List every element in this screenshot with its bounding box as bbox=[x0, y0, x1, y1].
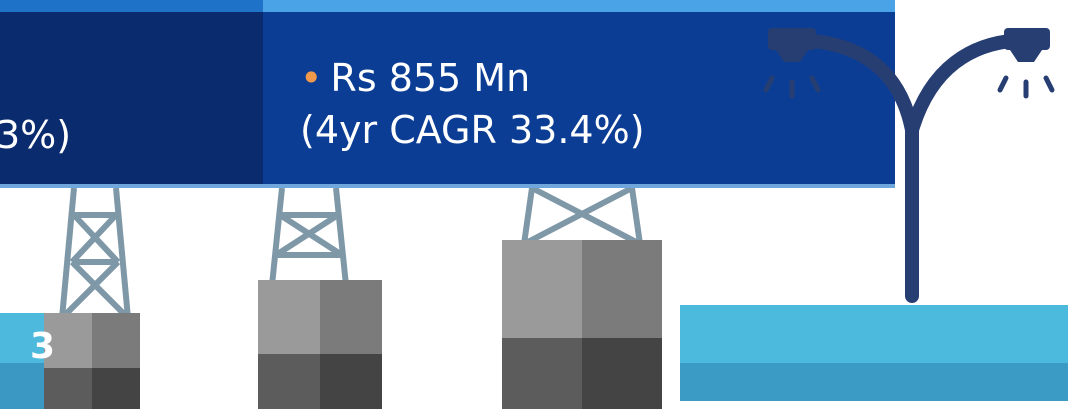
banner-bottom-edge bbox=[0, 184, 895, 188]
tower-base-block bbox=[502, 240, 662, 409]
transmission-tower-icon bbox=[59, 187, 131, 321]
right-metric-value: • Rs 855 Mn bbox=[300, 56, 531, 100]
tower-base-block bbox=[44, 313, 140, 409]
right-metric-cagr: (4yr CAGR 33.4%) bbox=[300, 108, 645, 152]
number-tile-bottom bbox=[0, 363, 44, 409]
lamp-light-icon bbox=[763, 75, 1055, 99]
tower-base-block bbox=[258, 280, 382, 409]
lamp-head-left bbox=[768, 28, 816, 62]
street-lamp-icon bbox=[785, 33, 1035, 303]
left-metric-text: 3%) bbox=[0, 113, 72, 157]
right-metric: • Rs 855 Mn (4yr CAGR 33.4%) bbox=[300, 52, 645, 156]
banner-top-strip-accent bbox=[263, 0, 895, 12]
transmission-tower-icon bbox=[269, 187, 349, 286]
lamp-head-right bbox=[1004, 28, 1050, 62]
water-band-bottom bbox=[680, 363, 1068, 401]
number-tile-top bbox=[0, 313, 44, 363]
tile-number: 3 bbox=[30, 326, 56, 367]
water-band-top bbox=[680, 305, 1068, 363]
bullet-icon: • bbox=[300, 56, 323, 100]
transmission-tower-icon bbox=[521, 185, 643, 247]
banner-left-panel bbox=[0, 12, 263, 184]
